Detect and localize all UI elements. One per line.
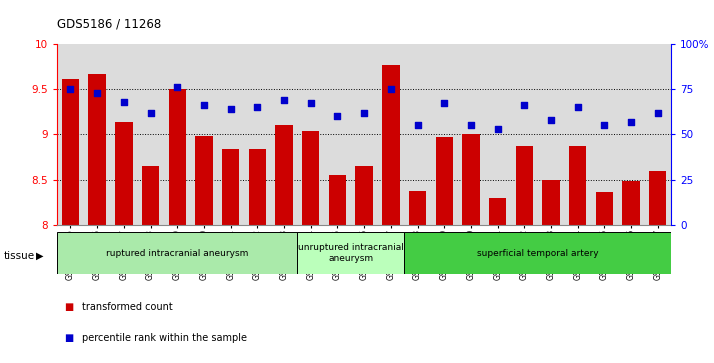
Point [652,110,663,115]
Text: superficial temporal artery: superficial temporal artery [477,249,598,258]
Bar [222,149,239,225]
Bar [516,146,533,225]
Point [572,104,583,110]
Point [145,110,156,115]
Text: ▶: ▶ [36,251,44,261]
Point [545,117,557,123]
Bar [462,134,480,225]
Bar [142,166,159,225]
Bar [409,191,426,225]
Bar [543,180,560,225]
Bar [328,175,346,225]
Text: ■: ■ [64,302,74,312]
Bar [248,149,266,225]
Point [65,86,76,92]
Text: unruptured intracranial
aneurysm: unruptured intracranial aneurysm [298,244,403,263]
Point [198,102,210,108]
Bar [649,171,666,225]
Point [492,126,503,132]
Point [118,99,129,105]
Bar [595,192,613,225]
Bar [276,125,293,225]
Point [305,101,316,106]
Bar [623,182,640,225]
Bar [196,136,213,225]
Bar [89,73,106,225]
FancyBboxPatch shape [57,232,298,274]
FancyBboxPatch shape [298,232,404,274]
Text: tissue: tissue [4,251,35,261]
Point [332,113,343,119]
Point [251,104,263,110]
Point [385,86,396,92]
Point [91,90,103,95]
Bar [569,146,586,225]
Point [225,106,236,112]
FancyBboxPatch shape [404,232,671,274]
Bar [436,137,453,225]
Bar [302,131,319,225]
Bar [382,65,400,225]
Bar [489,198,506,225]
Text: GDS5186 / 11268: GDS5186 / 11268 [57,18,161,31]
Point [171,84,183,90]
Text: percentile rank within the sample: percentile rank within the sample [82,333,247,343]
Text: transformed count: transformed count [82,302,173,312]
Text: ruptured intracranial aneurysm: ruptured intracranial aneurysm [106,249,248,258]
Point [599,122,610,128]
Bar [62,79,79,225]
Point [518,102,530,108]
Text: ■: ■ [64,333,74,343]
Bar [356,166,373,225]
Point [625,119,637,125]
Point [412,122,423,128]
Bar [115,122,133,225]
Point [466,122,477,128]
Point [278,97,290,103]
Bar [169,89,186,225]
Point [438,101,450,106]
Point [358,110,370,115]
